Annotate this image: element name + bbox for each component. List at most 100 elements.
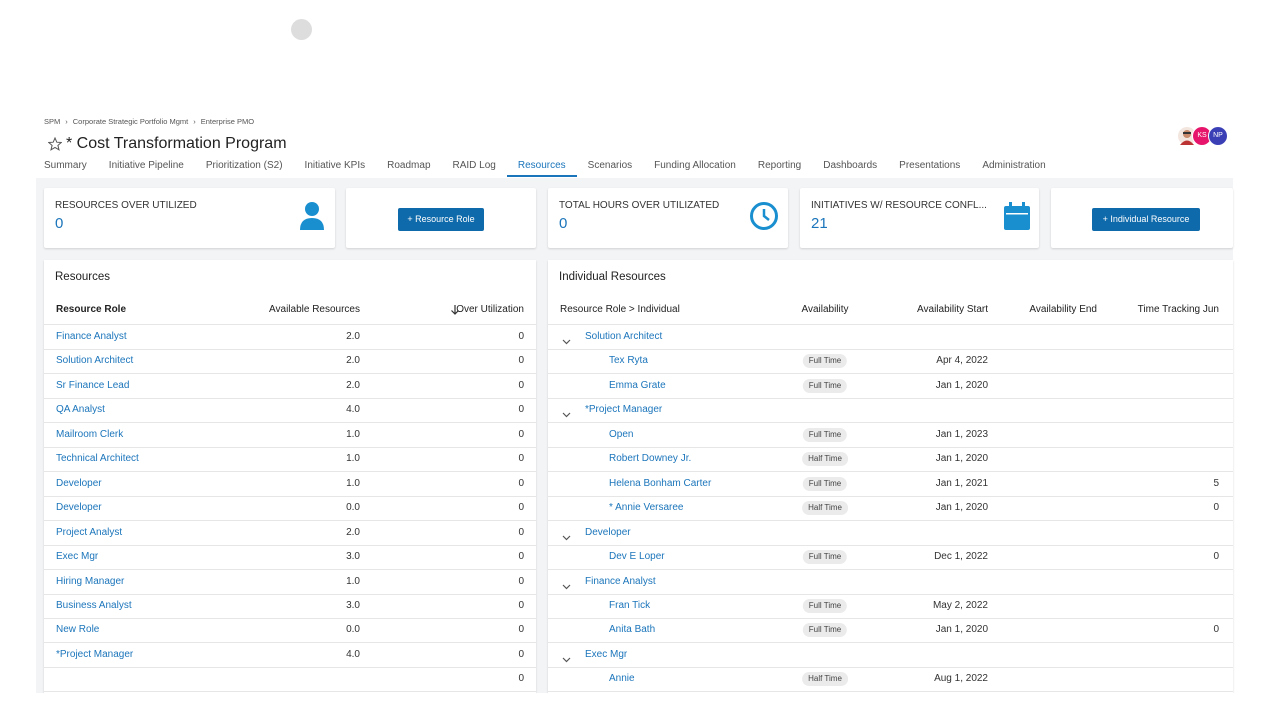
row-line	[44, 642, 536, 644]
row-line	[548, 446, 1233, 448]
role-link[interactable]: *Project Manager	[56, 648, 134, 660]
tab[interactable]: Prioritization (S2)	[205, 160, 283, 171]
group-link[interactable]: Developer	[585, 526, 631, 538]
tab[interactable]: Presentations	[899, 160, 961, 171]
group-link[interactable]: Solution Architect	[585, 331, 663, 342]
row-line	[44, 666, 536, 668]
individual-link[interactable]: * Annie Versaree	[609, 502, 684, 514]
role-link[interactable]: Business Analyst	[56, 599, 132, 611]
row-line	[44, 520, 536, 522]
avatar[interactable]: NP	[1208, 126, 1228, 146]
role-link[interactable]: QA Analyst	[56, 404, 105, 416]
availability-pill: Full Time	[802, 378, 848, 393]
tab[interactable]: Summary	[44, 160, 87, 171]
kpi-card: TOTAL HOURS OVER UTILIZATED 0	[548, 188, 788, 248]
individual-link[interactable]: Annie	[609, 673, 635, 685]
role-link[interactable]: Developer	[56, 477, 102, 489]
role-link[interactable]: Developer	[56, 502, 102, 514]
availability-pill: Half Time	[802, 672, 848, 687]
tab[interactable]: Scenarios	[587, 160, 633, 171]
panel-title: Individual Resources	[559, 271, 666, 283]
row-line	[44, 691, 536, 693]
group-link[interactable]: Exec Mgr	[585, 648, 628, 660]
column-header: Resource Role	[56, 304, 127, 315]
calendar-icon	[1004, 202, 1030, 230]
expand-chevron[interactable]	[562, 529, 571, 540]
role-link[interactable]: Hiring Manager	[56, 575, 125, 587]
row-line	[548, 642, 1233, 644]
row-line	[44, 446, 536, 448]
row-line	[44, 569, 536, 571]
available-cell: 3.0	[346, 599, 360, 611]
role-link[interactable]: Finance Analyst	[56, 331, 127, 342]
start-cell: Jan 1, 2021	[935, 477, 988, 489]
role-link[interactable]: Mailroom Clerk	[56, 428, 124, 440]
tab[interactable]: Resources	[517, 160, 566, 171]
tab[interactable]: Administration	[982, 160, 1046, 171]
column-header: Availability	[801, 304, 849, 315]
row-line	[548, 349, 1233, 350]
star-icon[interactable]	[48, 137, 62, 151]
role-link[interactable]: New Role	[56, 624, 100, 636]
row-line	[548, 495, 1233, 497]
crumb[interactable]: SPM	[44, 117, 61, 126]
role-link[interactable]: Technical Architect	[56, 453, 139, 465]
available-cell: 1.0	[346, 428, 360, 440]
crumb[interactable]: Enterprise PMO	[200, 117, 255, 126]
expand-chevron[interactable]	[562, 578, 571, 589]
add-individual-button[interactable]: + Individual Resource	[1092, 208, 1200, 231]
group-link[interactable]: Finance Analyst	[585, 575, 656, 587]
expand-chevron[interactable]	[562, 333, 571, 345]
role-link[interactable]: Solution Architect	[56, 355, 134, 367]
column-header: Time Tracking Jun	[1137, 304, 1219, 315]
expand-chevron[interactable]	[562, 406, 571, 418]
sort-arrow[interactable]	[450, 304, 460, 316]
over-cell: 0	[518, 526, 524, 538]
header-line	[44, 324, 536, 325]
expand-chevron[interactable]	[562, 651, 571, 663]
tab[interactable]: Initiative KPIs	[304, 160, 366, 171]
row-line	[548, 397, 1233, 399]
row-line	[44, 593, 536, 595]
individual-link[interactable]: Tex Ryta	[609, 355, 648, 367]
individual-link[interactable]: Anita Bath	[609, 624, 656, 636]
panel-title: Resources	[55, 271, 110, 283]
tab[interactable]: Initiative Pipeline	[108, 160, 184, 171]
over-cell: 0	[518, 575, 524, 587]
individual-link[interactable]: Fran Tick	[609, 599, 651, 611]
tracking-cell: 5	[1213, 477, 1219, 489]
kpi-label: TOTAL HOURS OVER UTILIZATED	[559, 200, 720, 211]
kpi-card: RESOURCES OVER UTILIZED 0	[44, 188, 335, 248]
individual-link[interactable]: Emma Grate	[609, 379, 666, 391]
role-link[interactable]: Sr Finance Lead	[56, 379, 130, 391]
availability-pill: Full Time	[802, 598, 848, 613]
tab[interactable]: Roadmap	[387, 160, 431, 171]
over-cell: 0	[518, 624, 524, 636]
page-title: * Cost Transformation Program	[66, 135, 287, 152]
individual-link[interactable]: Helena Bonham Carter	[609, 477, 712, 489]
button-card: + Individual Resource	[1051, 188, 1233, 248]
role-link[interactable]: Project Analyst	[56, 526, 123, 538]
role-link[interactable]: Exec Mgr	[56, 551, 99, 563]
tab[interactable]: RAID Log	[452, 160, 496, 171]
clock-icon	[750, 202, 778, 230]
tab[interactable]: Funding Allocation	[654, 160, 736, 171]
individual-link[interactable]: Open	[609, 428, 634, 440]
tab[interactable]: Dashboards	[823, 160, 878, 171]
start-cell: May 2, 2022	[932, 599, 988, 611]
row-line	[44, 617, 536, 619]
resources-panel: Resources Resource Role Available Resourc…	[44, 260, 536, 700]
row-line	[44, 373, 536, 375]
add-role-button[interactable]: + Resource Role	[398, 208, 484, 231]
tab[interactable]: Reporting	[757, 160, 802, 171]
row-line	[548, 691, 1233, 693]
available-cell: 4.0	[346, 648, 360, 660]
group-link[interactable]: *Project Manager	[585, 404, 663, 416]
start-cell: Apr 4, 2022	[936, 355, 988, 367]
row-line	[44, 495, 536, 497]
individual-link[interactable]: Dev E Loper	[609, 551, 665, 563]
row-line	[548, 422, 1233, 424]
individual-resources-panel: Individual Resources Resource Role > Ind…	[548, 260, 1233, 700]
individual-link[interactable]: Robert Downey Jr.	[609, 453, 692, 465]
crumb[interactable]: Corporate Strategic Portfolio Mgmt	[72, 117, 189, 126]
